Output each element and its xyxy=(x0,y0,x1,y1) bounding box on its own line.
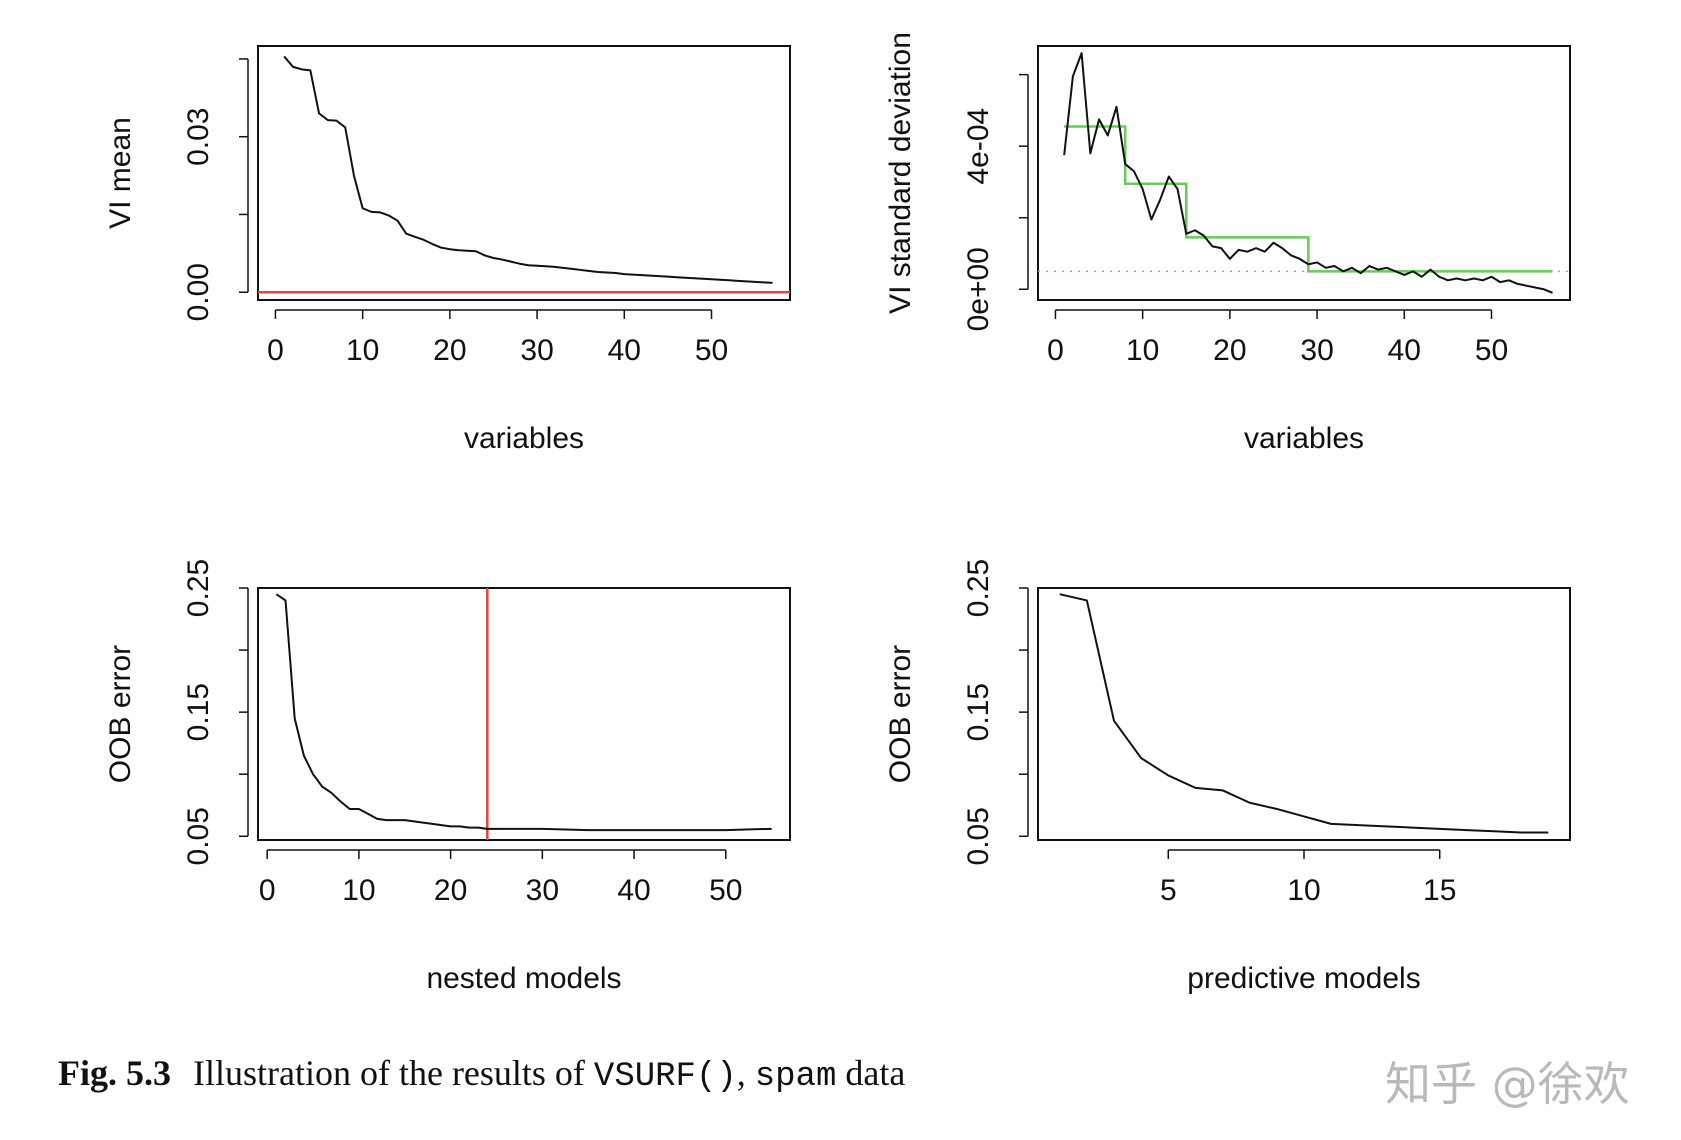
chart-panel-3: 0 10 20 30 40 50 0.05 0.15 0.25 nested models OOB … xyxy=(104,559,791,995)
y-axis-title: VI standard deviation xyxy=(884,32,917,314)
series-line xyxy=(1063,52,1553,294)
x-tick-label: 10 xyxy=(342,874,375,907)
x-axis-title: variables xyxy=(464,422,584,455)
x-tick-label: 10 xyxy=(1287,874,1320,907)
x-tick-label: 20 xyxy=(433,334,466,367)
chart-panel-2: 0 10 20 30 40 50 0e+00 4e-04 variables VI standar… xyxy=(884,32,1571,455)
y-tick-label: 0.25 xyxy=(182,559,215,617)
y-tick-label: 0.00 xyxy=(182,263,215,321)
plot-frame xyxy=(257,587,791,841)
x-tick-label: 5 xyxy=(1160,874,1177,907)
x-axis-title: nested models xyxy=(426,962,621,995)
x-tick-label: 20 xyxy=(434,874,467,907)
caption-label: Fig. 5.3 xyxy=(58,1053,171,1093)
caption-text-mid: , xyxy=(736,1053,755,1093)
y-axis-title: OOB error xyxy=(104,645,137,783)
x-tick-label: 50 xyxy=(695,334,728,367)
step-series-line xyxy=(1064,125,1553,273)
plot-frame xyxy=(1037,45,1571,301)
x-axis-title: variables xyxy=(1244,422,1364,455)
x-tick-label: 20 xyxy=(1213,334,1246,367)
y-axis-title: OOB error xyxy=(884,645,917,783)
y-axis-title: VI mean xyxy=(104,117,137,229)
y-tick-label: 0.15 xyxy=(182,683,215,741)
y-tick-label: 0.05 xyxy=(182,807,215,865)
y-tick-label: 0.05 xyxy=(962,807,995,865)
x-tick-label: 0 xyxy=(267,334,284,367)
x-tick-label: 30 xyxy=(520,334,553,367)
x-tick-label: 10 xyxy=(1126,334,1159,367)
watermark-text: 知乎 @徐欢 xyxy=(1385,1057,1630,1111)
x-tick-label: 50 xyxy=(1475,334,1508,367)
chart-panel-1: 0 10 20 30 40 50 0.00 0.03 variables VI mean xyxy=(104,45,791,455)
x-tick-label: 40 xyxy=(617,874,650,907)
series-line xyxy=(275,593,772,832)
x-tick-label: 15 xyxy=(1423,874,1456,907)
caption-code-spam: spam xyxy=(754,1058,837,1096)
caption-text-post: data xyxy=(836,1053,906,1093)
x-tick-label: 40 xyxy=(1388,334,1421,367)
x-tick-label: 0 xyxy=(259,874,276,907)
chart-panel-4: 5 10 15 0.05 0.15 0.25 predictive models OOB er… xyxy=(884,559,1571,995)
series-line xyxy=(283,55,773,284)
y-tick-label: 4e-04 xyxy=(962,108,995,185)
y-tick-label: 0.15 xyxy=(962,683,995,741)
x-tick-label: 50 xyxy=(709,874,742,907)
figure-caption: Fig. 5.3 Illustration of the results of V… xyxy=(58,1052,1358,1096)
y-tick-label: 0.25 xyxy=(962,559,995,617)
x-axis-title: predictive models xyxy=(1187,962,1420,995)
plot-frame xyxy=(257,45,791,301)
x-tick-label: 10 xyxy=(346,334,379,367)
x-tick-label: 30 xyxy=(526,874,559,907)
caption-code-vsurf: VSURF() xyxy=(593,1058,737,1096)
y-tick-label: 0e+00 xyxy=(962,247,995,331)
x-tick-label: 40 xyxy=(608,334,641,367)
series-line xyxy=(1059,593,1549,834)
plot-frame xyxy=(1037,587,1571,841)
x-tick-label: 0 xyxy=(1047,334,1064,367)
x-tick-label: 30 xyxy=(1300,334,1333,367)
caption-text-pre: Illustration of the results of xyxy=(193,1053,594,1093)
y-tick-label: 0.03 xyxy=(182,108,215,166)
